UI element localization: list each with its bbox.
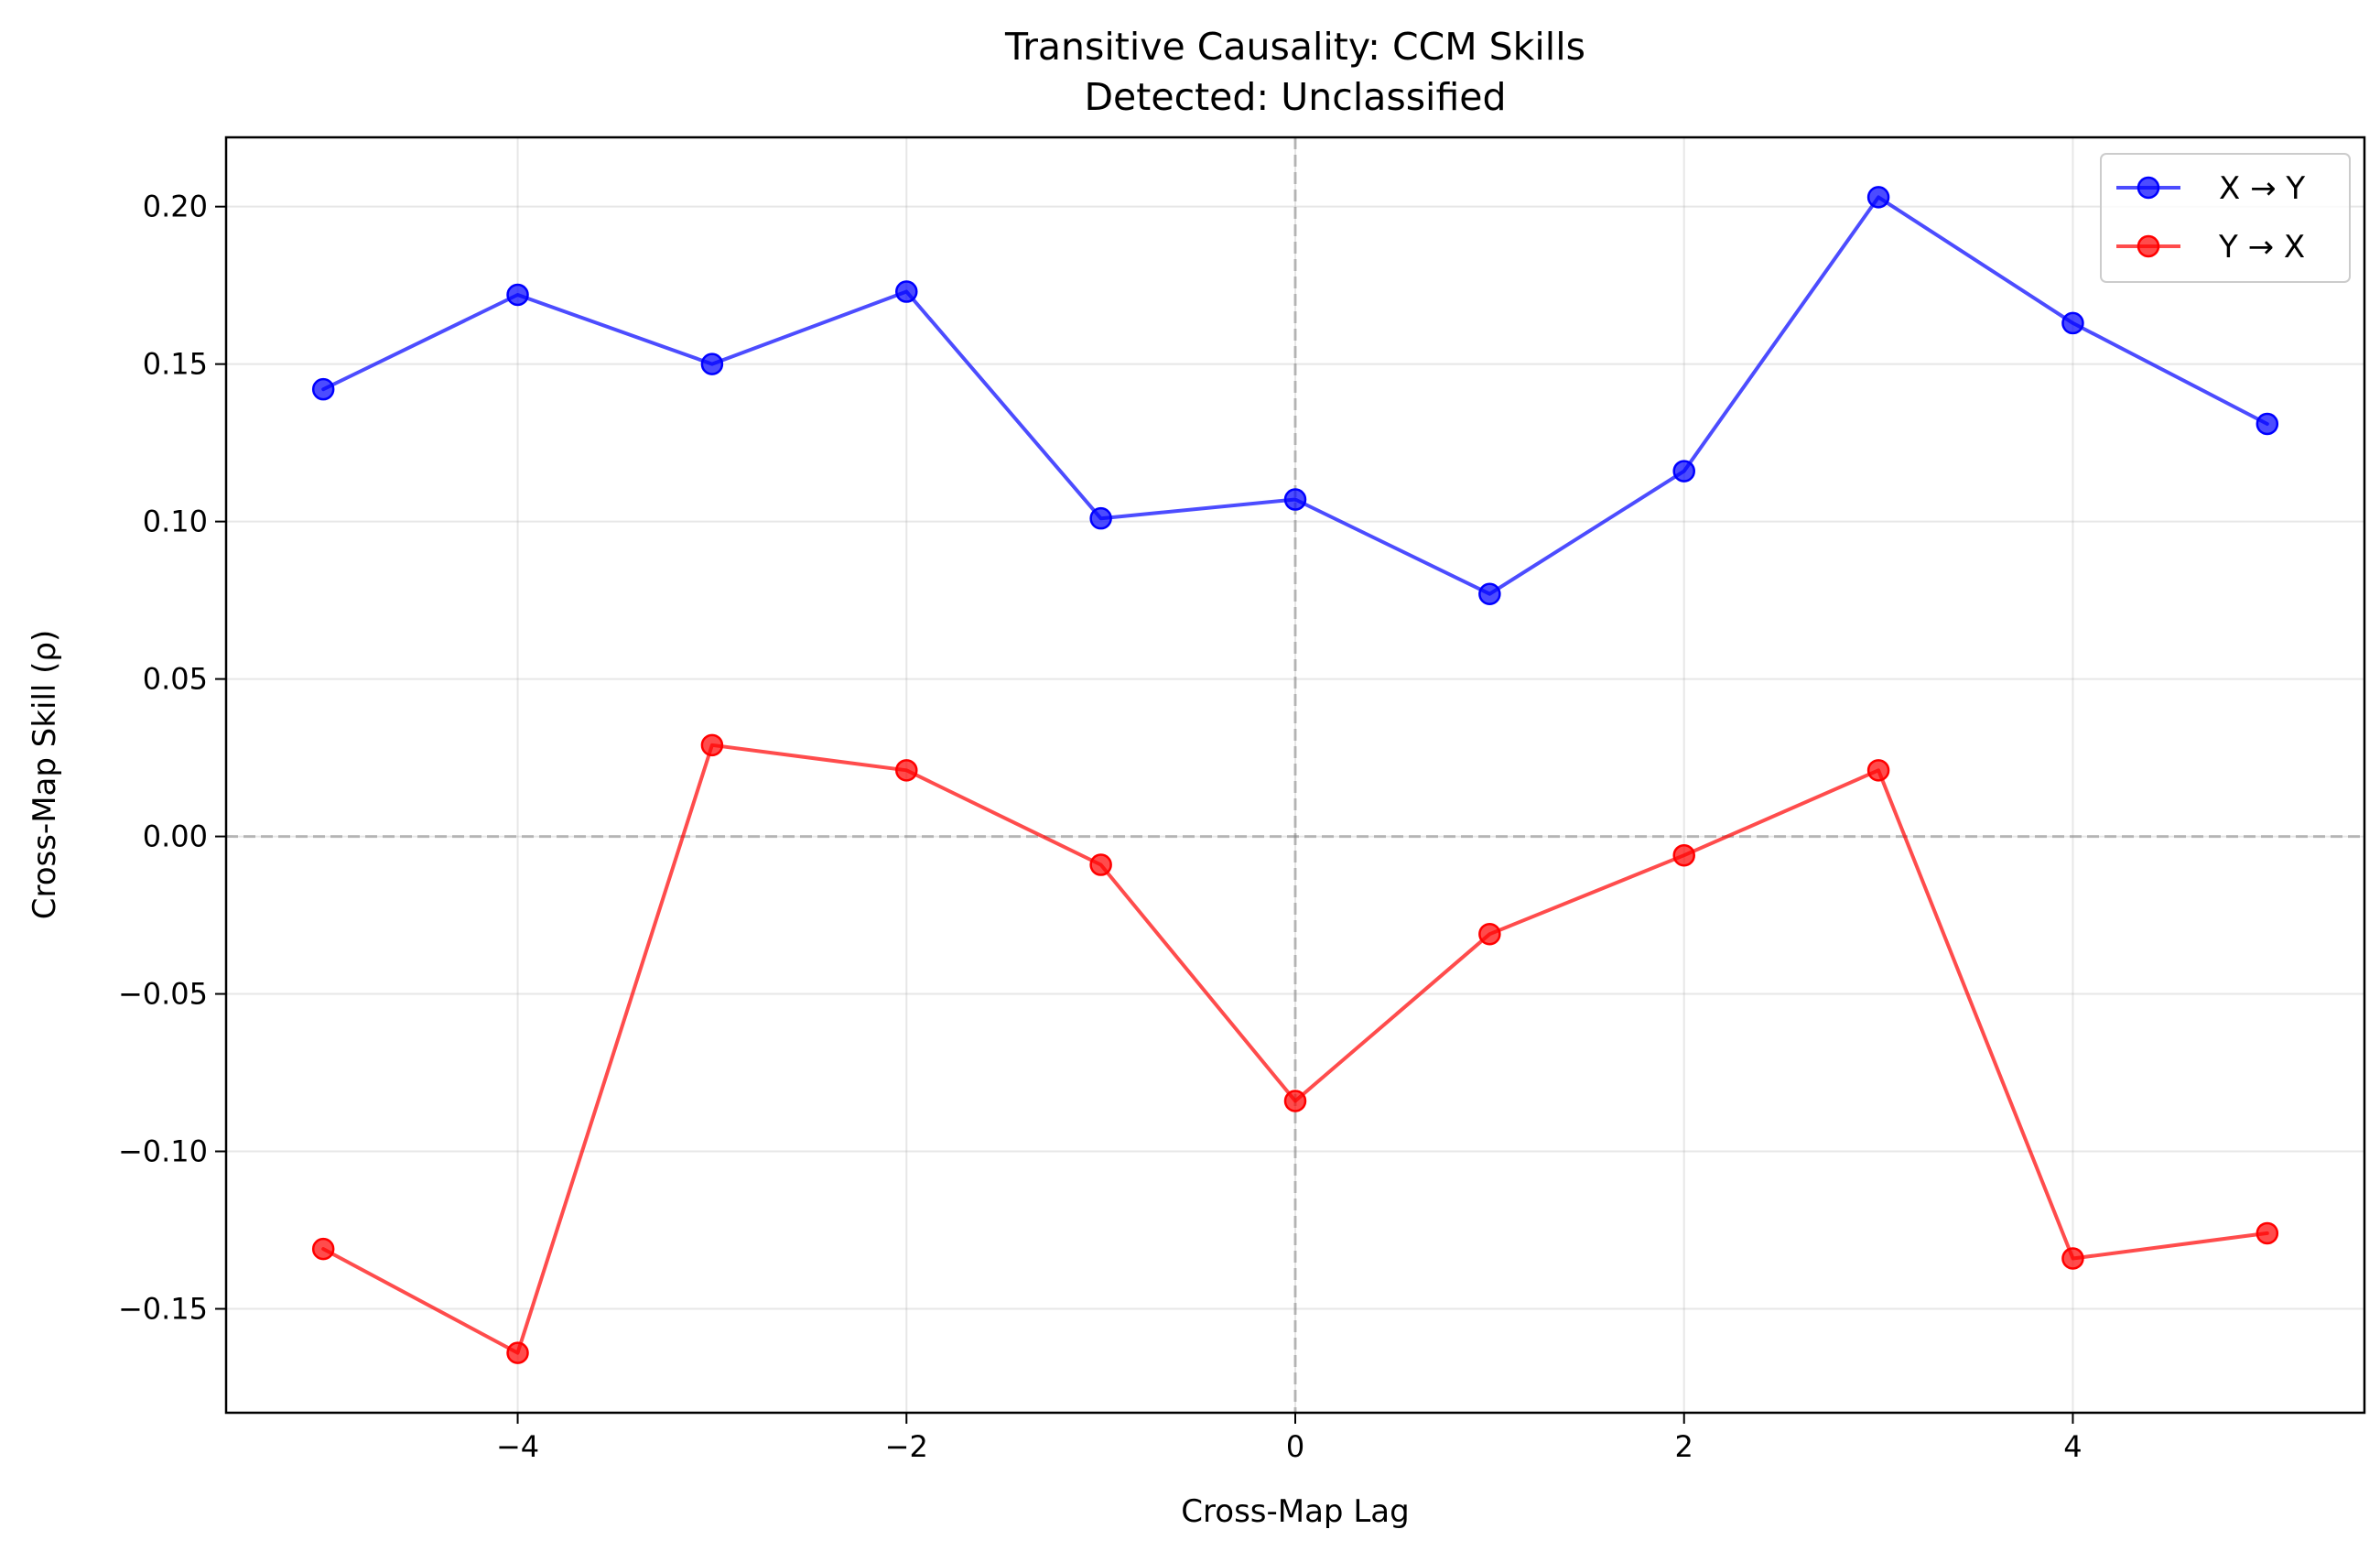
series-1-point-3 xyxy=(895,759,918,782)
x-tick-label-0: −4 xyxy=(496,1429,539,1464)
legend: X → Y Y → X xyxy=(2100,153,2351,283)
x-tick-label-2: 0 xyxy=(1286,1429,1304,1464)
series-0-point-4 xyxy=(1089,506,1112,530)
legend-label-0: X → Y xyxy=(2219,170,2305,207)
series-1-point-1 xyxy=(506,1341,529,1364)
series-0-point-1 xyxy=(506,283,529,307)
x-tick-label-3: 2 xyxy=(1675,1429,1693,1464)
series-0-point-8 xyxy=(1866,186,1890,209)
y-tick-label-4: 0.05 xyxy=(143,662,208,697)
y-tick-label-0: −0.15 xyxy=(118,1291,208,1326)
reference-lines xyxy=(226,137,2364,1413)
series-1-point-5 xyxy=(1283,1090,1307,1112)
series-1-point-10 xyxy=(2256,1221,2279,1245)
legend-label-1: Y → X xyxy=(2218,229,2305,266)
series-1-point-6 xyxy=(1478,922,1501,946)
chart-subtitle: Detected: Unclassified xyxy=(1084,75,1506,119)
axis-ticks: −4 −2 0 2 4 −0.15 −0.10 −0.05 0.00 0.05 0.10 0.15 0.… xyxy=(118,190,2082,1464)
x-tick-label-1: −2 xyxy=(885,1429,928,1464)
series-1-point-4 xyxy=(1089,853,1112,876)
x-tick-label-4: 4 xyxy=(2063,1429,2082,1464)
series-0-point-9 xyxy=(2061,311,2084,335)
series-1-point-9 xyxy=(2061,1247,2084,1270)
chart-title: Transitive Causality: CCM Skills xyxy=(1004,25,1585,69)
series-0-point-0 xyxy=(311,377,335,401)
x-axis-label: Cross-Map Lag xyxy=(1181,1493,1409,1530)
legend-swatch-marker-1 xyxy=(2137,234,2160,258)
y-tick-label-5: 0.10 xyxy=(143,504,208,539)
series-0-point-2 xyxy=(700,352,724,375)
y-tick-label-1: −0.10 xyxy=(118,1134,208,1169)
series-1-point-7 xyxy=(1672,843,1695,867)
series-0-point-7 xyxy=(1672,460,1695,483)
legend-swatch-marker-0 xyxy=(2137,176,2160,200)
series-1-point-2 xyxy=(700,733,724,757)
series-0-point-6 xyxy=(1478,582,1501,605)
series-0-point-10 xyxy=(2256,412,2279,436)
y-tick-label-3: 0.00 xyxy=(143,819,208,854)
y-axis-label: Cross-Map Skill (ρ) xyxy=(27,630,63,920)
series-1-point-0 xyxy=(311,1237,335,1261)
data-series xyxy=(311,186,2279,1364)
y-tick-label-7: 0.20 xyxy=(143,190,208,224)
y-tick-label-2: −0.05 xyxy=(118,977,208,1012)
series-0-point-5 xyxy=(1283,488,1307,511)
y-tick-label-6: 0.15 xyxy=(143,347,208,382)
series-0-point-3 xyxy=(895,280,918,303)
series-1-point-8 xyxy=(1866,759,1890,782)
